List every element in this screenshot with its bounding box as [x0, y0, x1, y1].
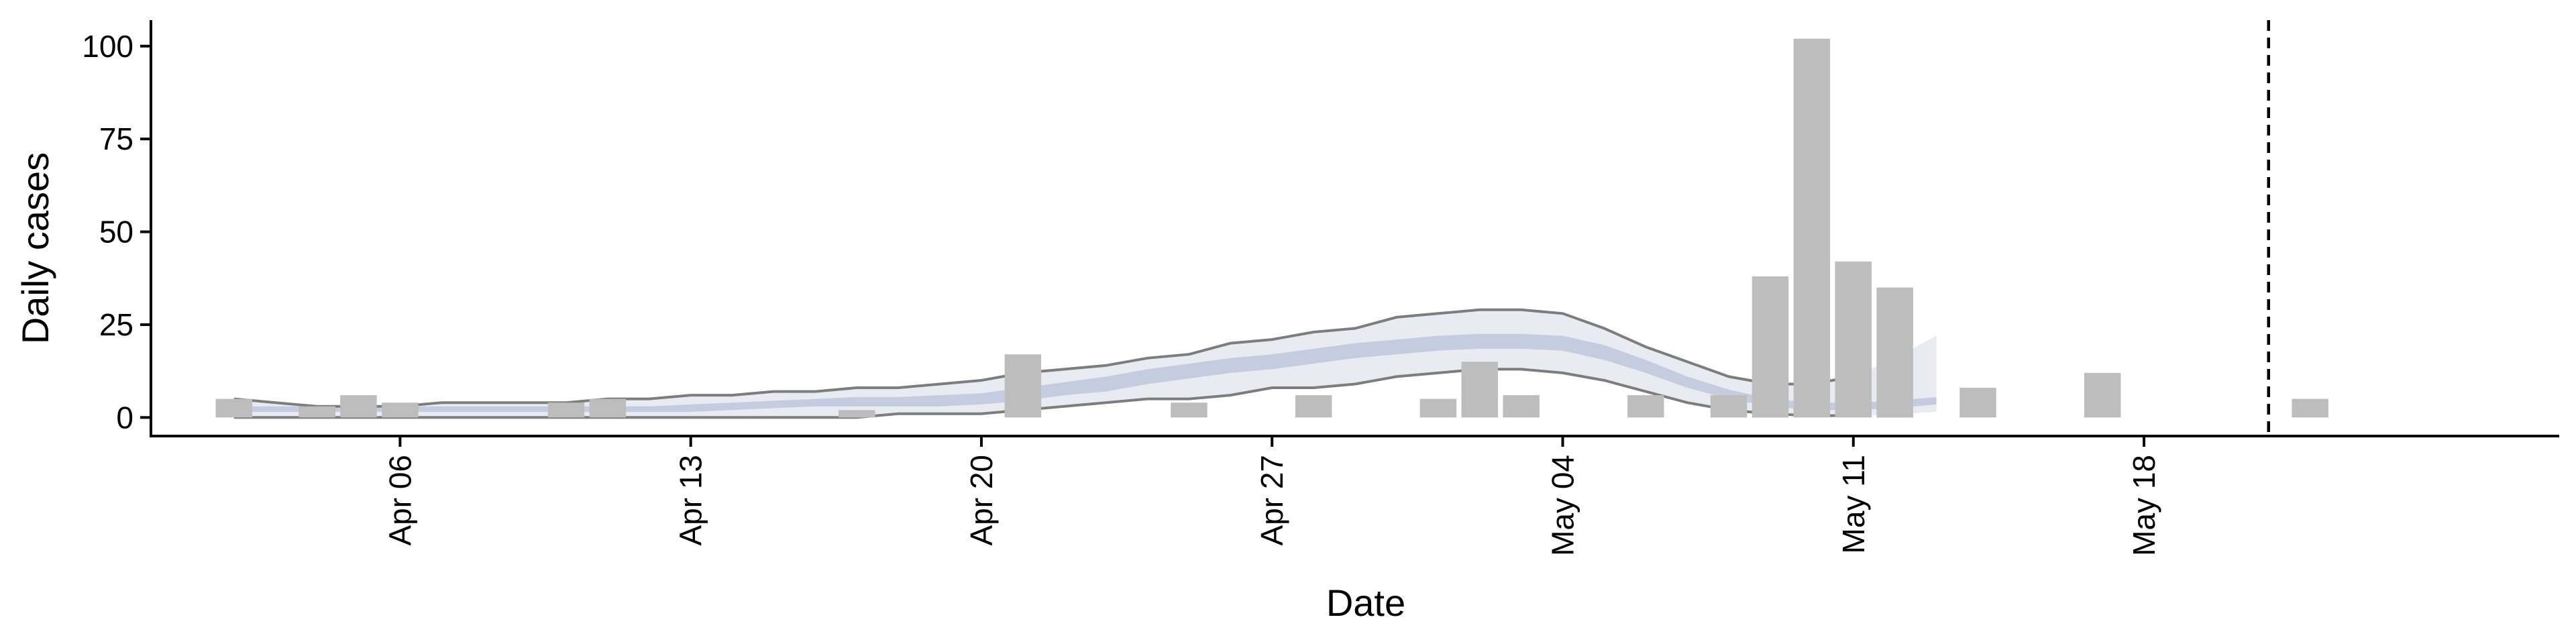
bar — [1004, 354, 1042, 418]
bar — [215, 398, 253, 418]
bar — [1503, 395, 1540, 418]
bar — [1876, 287, 1913, 418]
bar — [1752, 276, 1789, 418]
x-axis-title: Date — [1326, 582, 1405, 624]
y-tick-label: 0 — [116, 400, 133, 435]
bar — [340, 395, 377, 418]
bar — [382, 402, 419, 418]
bar — [1295, 395, 1332, 418]
y-tick-label: 75 — [99, 121, 133, 156]
bar — [1835, 261, 1872, 418]
outer-band-lower-line — [233, 368, 1854, 419]
outer-band-outlines — [233, 308, 1854, 419]
x-tick-label: Apr 20 — [964, 455, 999, 546]
x-tick-label: May 04 — [1546, 455, 1580, 556]
bar — [1960, 388, 1996, 418]
axes — [150, 20, 2559, 437]
x-tick-label: May 18 — [2127, 455, 2161, 556]
x-axis-ticks: Apr 06 Apr 13 Apr 20 Apr 27 May 04 May 11 May … — [382, 436, 2161, 556]
bar — [299, 406, 335, 418]
y-axis-title: Daily cases — [14, 152, 56, 344]
y-tick-label: 25 — [99, 307, 133, 342]
bar — [1419, 398, 1457, 418]
y-tick-label: 50 — [99, 215, 133, 250]
x-tick-label: Apr 27 — [1254, 455, 1289, 546]
outer-band-upper-line — [233, 308, 1854, 408]
y-tick-label: 100 — [82, 29, 133, 64]
x-tick-label: Apr 06 — [382, 455, 417, 546]
bar — [547, 402, 585, 418]
daily-case-bars — [215, 38, 2328, 418]
bar — [2292, 398, 2328, 418]
bar — [1461, 362, 1498, 418]
bar — [1627, 395, 1664, 418]
bar — [1171, 402, 1208, 418]
bar — [1793, 38, 1831, 418]
y-axis-ticks: 0 25 50 75 100 — [82, 29, 151, 435]
x-tick-label: Apr 13 — [674, 455, 708, 546]
bar — [589, 398, 627, 418]
bar — [2084, 372, 2121, 418]
bar — [839, 410, 875, 418]
x-tick-label: May 11 — [1836, 455, 1871, 553]
bar — [1710, 395, 1748, 418]
